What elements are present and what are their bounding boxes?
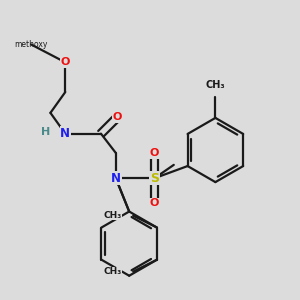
Text: O: O: [61, 57, 70, 67]
Text: O: O: [112, 112, 122, 122]
Text: CH₃: CH₃: [103, 267, 121, 276]
Text: N: N: [60, 127, 70, 140]
Text: O: O: [150, 148, 159, 158]
Text: S: S: [150, 172, 159, 185]
Text: H: H: [41, 128, 51, 137]
Text: O: O: [150, 199, 159, 208]
Text: N: N: [111, 172, 121, 185]
Text: CH₃: CH₃: [206, 80, 225, 90]
Text: CH₃: CH₃: [103, 211, 121, 220]
Text: methoxy: methoxy: [14, 40, 48, 49]
